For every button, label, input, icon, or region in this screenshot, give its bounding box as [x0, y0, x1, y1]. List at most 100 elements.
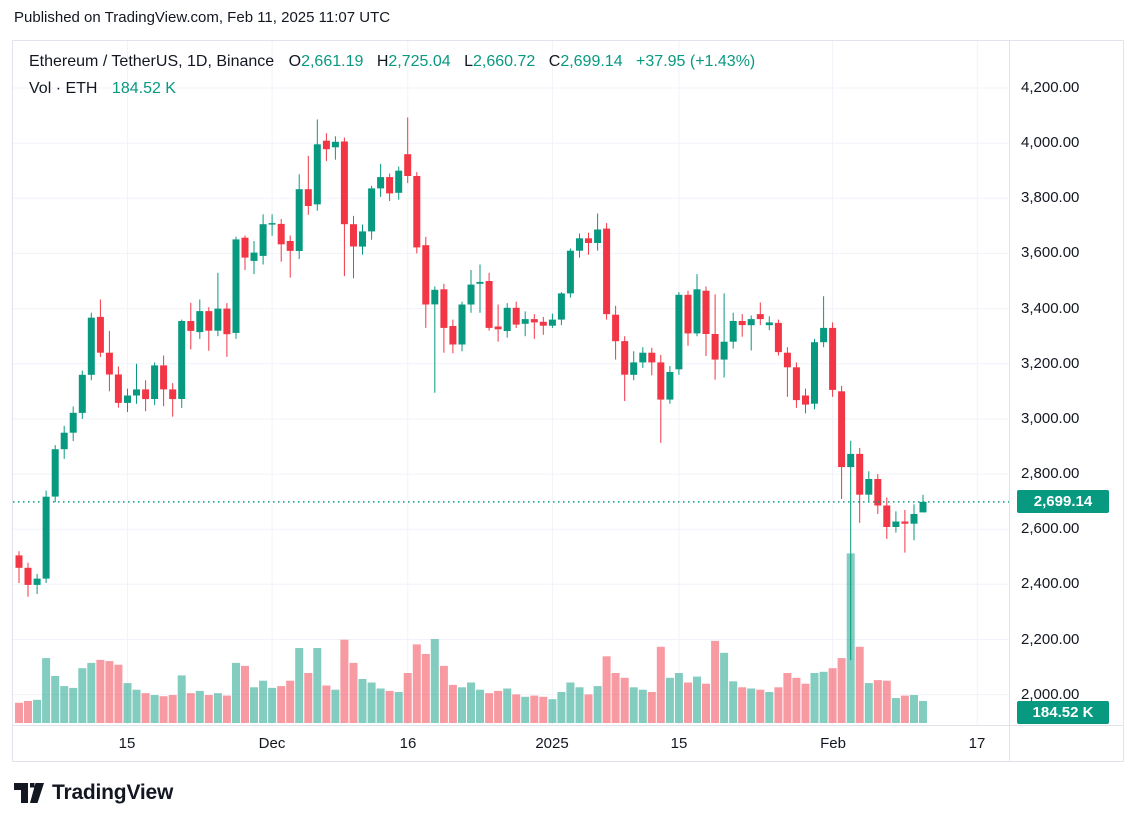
candle-body	[566, 250, 574, 294]
candle-body	[422, 245, 430, 305]
time-axis-label: 15	[118, 735, 136, 752]
volume-bar	[702, 683, 710, 723]
candle-body	[431, 289, 439, 305]
candle-body	[711, 334, 719, 360]
volume-bar	[864, 683, 873, 723]
price-axis-label: 2,600.00	[1021, 520, 1080, 537]
candle-body	[214, 308, 222, 331]
candle-body	[684, 294, 692, 334]
low-value: 2,660.72	[473, 53, 536, 70]
volume-bar	[557, 692, 566, 723]
candle-body	[693, 289, 701, 334]
candle-body	[702, 290, 710, 334]
candle-body	[142, 389, 150, 400]
volume-bar	[186, 693, 195, 723]
volume-bar	[548, 699, 557, 723]
candle-body	[187, 321, 195, 331]
volume-bar	[720, 652, 729, 723]
volume-bar	[693, 676, 701, 723]
candle-body	[51, 449, 59, 497]
volume-bar	[503, 688, 512, 723]
candle-body	[802, 395, 809, 405]
volume-bar	[494, 690, 503, 723]
published-line: Published on TradingView.com, Feb 11, 20…	[14, 9, 391, 26]
price-axis[interactable]: 2,699.14 184.52 K 4,200.00 4,000.00 3,800.…	[1009, 41, 1124, 725]
volume-bar	[439, 665, 448, 723]
candle-body	[639, 352, 647, 363]
volume-bar	[467, 682, 475, 723]
candle-body	[503, 307, 511, 331]
candle-body	[811, 342, 818, 404]
candle-body	[865, 479, 873, 495]
candle-body	[485, 281, 493, 328]
candle-body	[440, 289, 448, 328]
candle-body	[910, 514, 918, 524]
candle-body	[350, 224, 357, 247]
candle-body	[856, 453, 864, 495]
candle-body	[521, 319, 529, 324]
volume-bar	[756, 689, 765, 723]
candle-body	[820, 327, 828, 343]
chart-plot-area[interactable]: Ethereum / TetherUS, 1D, Binance O2,661.…	[13, 41, 1009, 725]
legend-row-symbol: Ethereum / TetherUS, 1D, Binance O2,661.…	[29, 53, 755, 71]
volume-bar	[376, 688, 385, 723]
volume-bar	[268, 687, 277, 723]
candle-body	[151, 365, 159, 399]
volume-bar	[277, 686, 286, 723]
volume-bar	[394, 692, 403, 723]
candle-body	[404, 154, 412, 176]
volume-bar	[250, 687, 258, 723]
candle-body	[277, 223, 285, 245]
time-axis[interactable]: 15 Dec 16 2025 15 Feb 17	[13, 725, 1009, 762]
volume-bar	[87, 662, 96, 723]
volume-bar	[114, 664, 123, 723]
volume-bar	[530, 695, 539, 723]
volume-bar	[322, 685, 331, 723]
high-label: H	[376, 53, 389, 70]
volume-bar	[521, 696, 530, 723]
volume-bar	[105, 661, 114, 723]
volume-bar	[828, 668, 837, 723]
candle-body	[621, 341, 629, 375]
time-axis-label: Feb	[820, 735, 846, 752]
legend-row-volume: Vol · ETH 184.52 K	[29, 80, 755, 98]
volume-bar	[593, 686, 602, 723]
footer-attribution[interactable]: TradingView	[14, 776, 173, 810]
candlestick-volume-svg[interactable]	[13, 41, 1009, 725]
candle-body	[838, 391, 846, 468]
candle-body	[286, 241, 294, 251]
candle-body	[594, 229, 602, 243]
volume-bar	[602, 656, 611, 723]
candle-body	[322, 140, 330, 150]
volume-bar	[15, 702, 23, 723]
volume-bar	[42, 658, 51, 723]
candle-body	[585, 238, 592, 243]
candle-body	[331, 141, 339, 148]
candle-body	[96, 316, 104, 353]
volume-bar	[837, 658, 846, 723]
price-axis-label: 4,000.00	[1021, 134, 1080, 151]
candle-body	[250, 252, 258, 261]
price-axis-label: 3,600.00	[1021, 244, 1080, 261]
volume-bar	[304, 673, 313, 723]
price-axis-label: 3,000.00	[1021, 410, 1080, 427]
current-volume-badge: 184.52 K	[1017, 701, 1109, 724]
volume-bar	[891, 698, 900, 723]
candle-body	[675, 294, 683, 370]
candle-body	[630, 362, 638, 375]
volume-bar	[810, 673, 819, 723]
volume-bar	[150, 695, 159, 723]
volume-bar	[385, 690, 394, 723]
price-axis-label: 2,800.00	[1021, 465, 1080, 482]
volume-bar	[286, 680, 295, 723]
candle-body	[729, 321, 737, 342]
volume-bar	[729, 681, 738, 723]
volume-bar	[900, 695, 909, 723]
volume-bar	[855, 646, 864, 723]
candle-body	[114, 374, 122, 403]
candle-body	[377, 177, 385, 189]
candle-body	[666, 372, 674, 400]
volume-bar	[539, 696, 548, 723]
candle-body	[458, 304, 466, 345]
candle-body	[368, 188, 376, 232]
